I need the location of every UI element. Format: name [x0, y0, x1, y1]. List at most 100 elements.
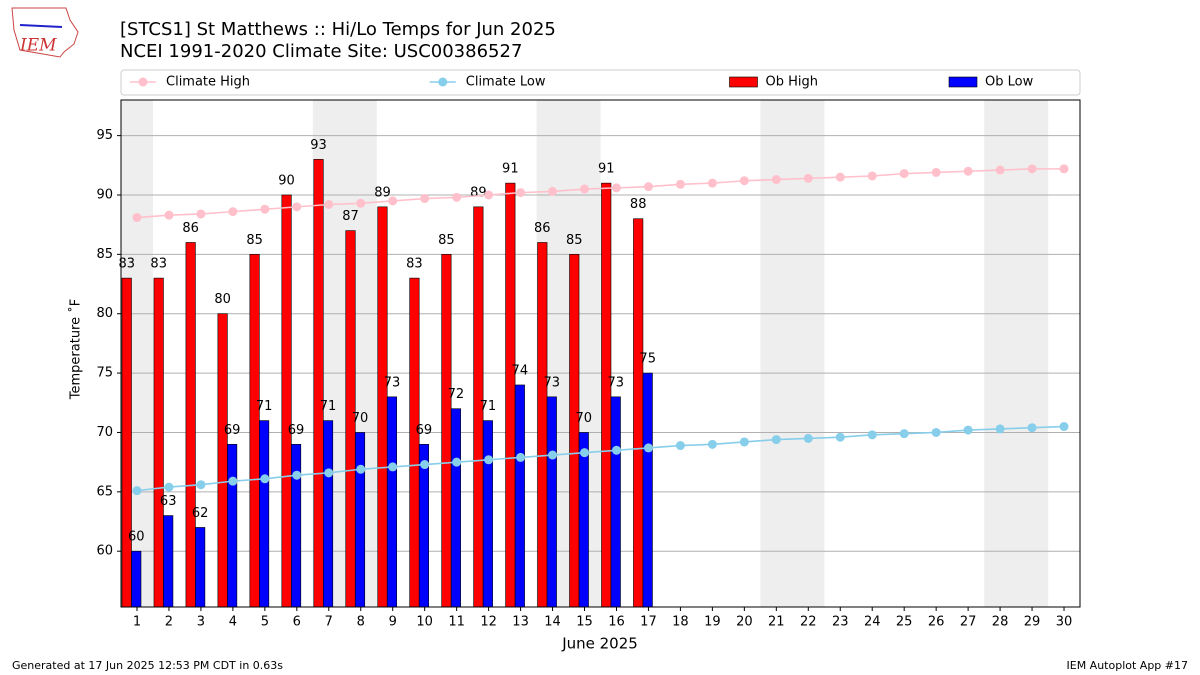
line-point — [228, 476, 238, 486]
line-point — [931, 427, 941, 437]
value-label: 89 — [374, 185, 391, 200]
value-label: 63 — [160, 494, 177, 509]
value-label: 90 — [278, 173, 295, 188]
x-tick-label: 8 — [357, 615, 365, 630]
value-label: 73 — [607, 375, 624, 390]
legend-swatch — [729, 76, 758, 88]
value-label: 69 — [416, 423, 433, 438]
y-tick-label: 95 — [96, 128, 113, 143]
line — [136, 168, 1065, 219]
bar — [131, 550, 142, 608]
line-point — [132, 213, 142, 223]
value-label: 75 — [639, 352, 656, 367]
y-tick-label: 65 — [96, 484, 113, 499]
bar — [322, 420, 334, 608]
bar — [377, 206, 388, 608]
line-point — [643, 182, 653, 192]
value-label: 83 — [406, 257, 423, 272]
y-tick-label: 75 — [96, 366, 113, 381]
x-tick-label: 18 — [672, 615, 689, 630]
line-point — [611, 445, 621, 455]
line-point — [324, 199, 334, 209]
x-tick-label: 12 — [480, 615, 497, 630]
line-point — [260, 474, 270, 484]
bar — [281, 194, 292, 608]
x-tick-label: 13 — [512, 615, 529, 630]
line-point — [164, 210, 174, 220]
line-point — [611, 183, 621, 193]
line-point — [963, 425, 973, 435]
line-point — [196, 209, 206, 219]
value-label: 71 — [320, 399, 337, 414]
line-point — [452, 192, 462, 202]
line-point — [548, 450, 558, 460]
line-point — [356, 198, 366, 208]
x-tick-label: 14 — [544, 615, 561, 630]
bar — [569, 254, 580, 608]
line-point — [771, 175, 781, 185]
weekend-band — [760, 100, 825, 607]
line-point — [995, 165, 1005, 175]
line-point — [867, 430, 877, 440]
line-point — [292, 470, 302, 480]
y-tick-label: 70 — [96, 425, 113, 440]
x-tick-label: 21 — [768, 615, 785, 630]
value-label: 86 — [182, 221, 199, 236]
value-label: 85 — [246, 233, 263, 248]
y-tick-label: 60 — [96, 544, 113, 559]
legend-swatch — [438, 77, 448, 87]
x-tick-label: 3 — [197, 615, 205, 630]
line-point — [675, 179, 685, 189]
x-tick-label: 29 — [1024, 615, 1041, 630]
x-tick-label: 16 — [608, 615, 625, 630]
weekend-band — [984, 100, 1049, 607]
line-point — [420, 194, 430, 204]
bar — [601, 182, 612, 608]
line-point — [1059, 164, 1069, 174]
line-point — [995, 424, 1005, 434]
x-tick-label: 15 — [576, 615, 593, 630]
legend-swatch — [138, 77, 148, 87]
value-label: 85 — [438, 233, 455, 248]
footer-right: IEM Autoplot App #17 — [1067, 659, 1189, 672]
x-tick-label: 26 — [928, 615, 945, 630]
bar — [217, 313, 228, 608]
value-label: 71 — [256, 399, 273, 414]
line-point — [931, 167, 941, 177]
line-point — [548, 186, 558, 196]
x-tick-label: 27 — [960, 615, 977, 630]
x-tick-label: 30 — [1056, 615, 1073, 630]
plot-frame — [120, 99, 1081, 608]
line-point — [835, 172, 845, 182]
line-point — [356, 464, 366, 474]
bar — [546, 396, 557, 608]
x-tick-label: 5 — [261, 615, 269, 630]
line-point — [260, 204, 270, 214]
bar — [633, 218, 644, 608]
value-label: 73 — [544, 375, 561, 390]
bar — [354, 432, 366, 608]
line-point — [707, 178, 717, 188]
bar — [514, 384, 525, 608]
line-point — [388, 196, 398, 206]
bar — [610, 396, 621, 608]
line-point — [835, 432, 845, 442]
chart-subtitle: NCEI 1991-2020 Climate Site: USC00386527 — [120, 41, 522, 62]
x-tick-label: 17 — [640, 615, 657, 630]
value-label: 69 — [288, 423, 305, 438]
line-point — [196, 480, 206, 490]
line-point — [803, 173, 813, 183]
bar — [505, 182, 516, 608]
x-tick-label: 28 — [992, 615, 1009, 630]
value-label: 70 — [575, 411, 592, 426]
legend-label: Ob High — [766, 75, 819, 90]
x-axis-label: June 2025 — [561, 635, 638, 653]
value-label: 72 — [448, 387, 465, 402]
y-tick-label: 85 — [96, 247, 113, 262]
line-point — [963, 166, 973, 176]
x-tick-label: 4 — [229, 615, 237, 630]
line-point — [707, 439, 717, 449]
bar — [195, 527, 206, 608]
value-label: 70 — [352, 411, 369, 426]
